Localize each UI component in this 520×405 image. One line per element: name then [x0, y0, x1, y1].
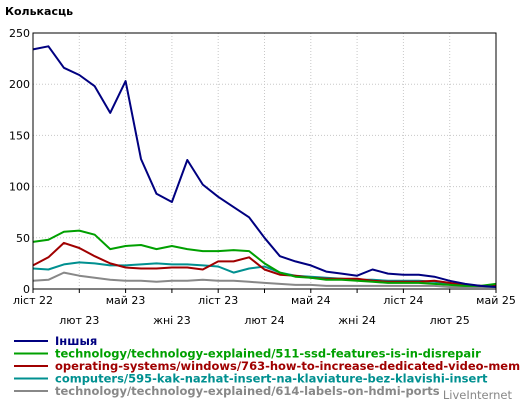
- x-tick-label: ліст 23: [198, 294, 238, 307]
- x-tick-label: ліст 22: [13, 294, 53, 307]
- x-axis-ticks: ліст 22 лют 23 май 23 жні 23 ліст 23 лют 24 ма…: [13, 289, 516, 327]
- x-tick-label: жні 24: [338, 314, 376, 327]
- y-tick-label: 0: [23, 283, 30, 296]
- series-line: [32, 241, 496, 287]
- series-line: [32, 45, 497, 288]
- y-tick-label: 200: [9, 78, 30, 91]
- legend: Іншыяtechnology/technology-explained/511…: [14, 334, 520, 398]
- series-lines: [32, 45, 497, 288]
- legend-label: operating-systems/windows/763-how-to-inc…: [55, 359, 520, 373]
- y-tick-label: 50: [16, 232, 30, 245]
- grid: [32, 32, 497, 290]
- legend-label: technology/technology-explained/511-ssd-…: [55, 347, 481, 361]
- legend-label: technology/technology-explained/614-labe…: [55, 384, 440, 398]
- x-tick-label: май 25: [476, 294, 516, 307]
- series-line: [32, 229, 497, 287]
- x-tick-label: жні 23: [153, 314, 191, 327]
- x-tick-label: лют 24: [244, 314, 284, 327]
- series-line: [32, 271, 496, 288]
- y-axis-label: Колькасць: [5, 5, 73, 18]
- y-tick-label: 150: [9, 129, 30, 142]
- plot-frame: [32, 32, 497, 290]
- x-tick-label: май 24: [291, 294, 331, 307]
- x-tick-label: лют 23: [59, 314, 99, 327]
- x-tick-label: май 23: [106, 294, 146, 307]
- y-tick-label: 250: [9, 27, 30, 40]
- y-tick-label: 100: [9, 181, 30, 194]
- credit-label: LiveInternet: [443, 388, 513, 402]
- x-tick-label: ліст 24: [383, 294, 423, 307]
- legend-label: computers/595-kak-nazhat-insert-na-klavi…: [55, 372, 488, 386]
- y-axis-ticks: 0 50 100 150 200 250: [9, 27, 30, 296]
- legend-label: Іншыя: [55, 334, 97, 348]
- x-tick-label: лют 25: [430, 314, 470, 327]
